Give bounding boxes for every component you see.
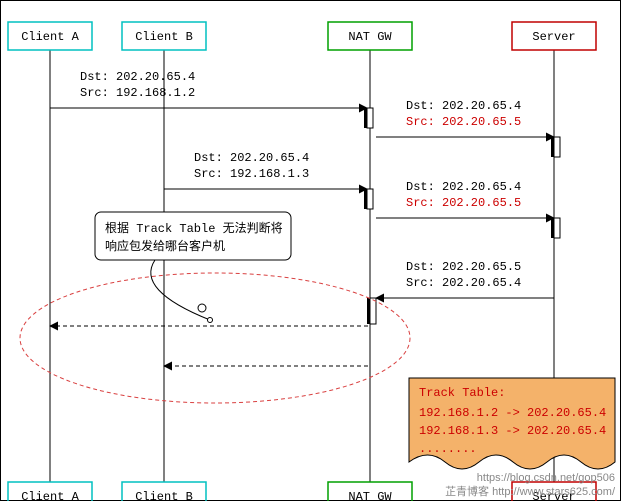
note-line2: 响应包发给哪台客户机 [105, 238, 225, 254]
message-dst: Dst: 202.20.65.5 [406, 260, 521, 274]
participant-label: Client A [21, 490, 79, 501]
track-table-row: 192.168.1.2 -> 202.20.65.4 [419, 406, 606, 420]
participant-label: NAT GW [348, 490, 392, 501]
message-src: Src: 202.20.65.4 [406, 276, 521, 290]
participant-label: NAT GW [348, 30, 392, 44]
track-table-title: Track Table: [419, 386, 505, 400]
participant-label: Client B [135, 30, 193, 44]
activation-shadow [367, 298, 370, 324]
note-line1: 根据 Track Table 无法判断将 [105, 220, 283, 236]
message-src: Src: 202.20.65.5 [406, 196, 521, 210]
activation-shadow [364, 189, 367, 209]
track-table-row: 192.168.1.3 -> 202.20.65.4 [419, 424, 606, 438]
activation-bar [367, 108, 373, 128]
activation-bar [554, 137, 560, 157]
activation-bar [370, 298, 376, 324]
track-table-row: ........ [419, 442, 477, 456]
participant-label: Client A [21, 30, 79, 44]
message-dst: Dst: 202.20.65.4 [194, 151, 309, 165]
activation-shadow [551, 218, 554, 238]
message-dst: Dst: 202.20.65.4 [406, 180, 521, 194]
watermark-line1: https://blog.csdn.net/gop506 [477, 472, 615, 484]
participant-label: Client B [135, 490, 193, 501]
activation-bar [554, 218, 560, 238]
message-dst: Dst: 202.20.65.4 [80, 70, 195, 84]
ambiguity-ellipse [20, 273, 410, 403]
note-tail-dot [198, 304, 206, 312]
activation-shadow [364, 108, 367, 128]
activation-shadow [551, 137, 554, 157]
message-dst: Dst: 202.20.65.4 [406, 99, 521, 113]
message-src: Src: 192.168.1.3 [194, 167, 309, 181]
message-src: Src: 202.20.65.5 [406, 115, 521, 129]
activation-bar [367, 189, 373, 209]
note-tail-dot [208, 318, 213, 323]
watermark-line2: 芷青博客 http://www.stars625.com/ [445, 484, 616, 498]
message-src: Src: 192.168.1.2 [80, 86, 195, 100]
participant-label: Server [532, 30, 575, 44]
